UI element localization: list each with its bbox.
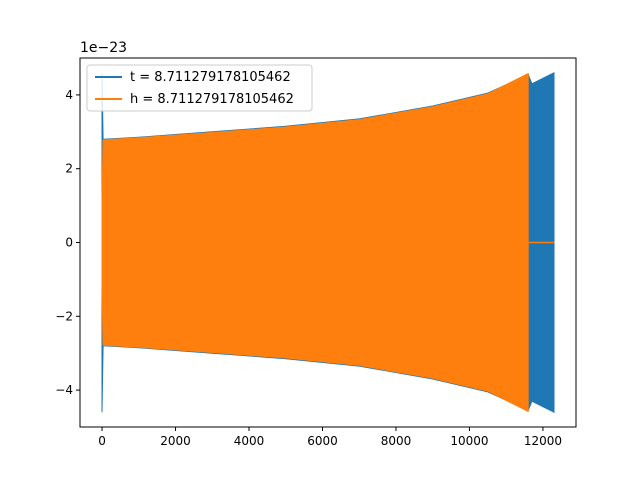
y-tick-label: 4	[65, 88, 73, 102]
legend-label-t: t = 8.711279178105462	[130, 70, 291, 85]
legend-label-h: h = 8.711279178105462	[130, 92, 294, 107]
y-tick-label: 2	[65, 162, 73, 176]
x-tick-label: 12000	[524, 434, 562, 448]
x-tick-label: 6000	[307, 434, 338, 448]
x-tick-label: 0	[98, 434, 106, 448]
series-layer	[101, 71, 555, 414]
y-tick-label: 0	[65, 236, 73, 250]
x-axis: 0 2000 4000 6000 8000 10000 12000	[98, 427, 562, 448]
legend-box	[86, 64, 313, 112]
x-tick-label: 10000	[450, 434, 488, 448]
y-tick-label: −2	[55, 309, 73, 323]
x-tick-label: 4000	[234, 434, 265, 448]
x-tick-label: 8000	[381, 434, 412, 448]
series-1-envelope	[101, 72, 529, 413]
x-tick-label: 2000	[160, 434, 191, 448]
legend: t = 8.711279178105462 h = 8.711279178105…	[86, 64, 313, 112]
y-scale-label: 1e−23	[80, 40, 127, 56]
y-tick-label: −4	[55, 383, 73, 397]
y-axis: −4 −2 0 2 4	[55, 88, 80, 397]
